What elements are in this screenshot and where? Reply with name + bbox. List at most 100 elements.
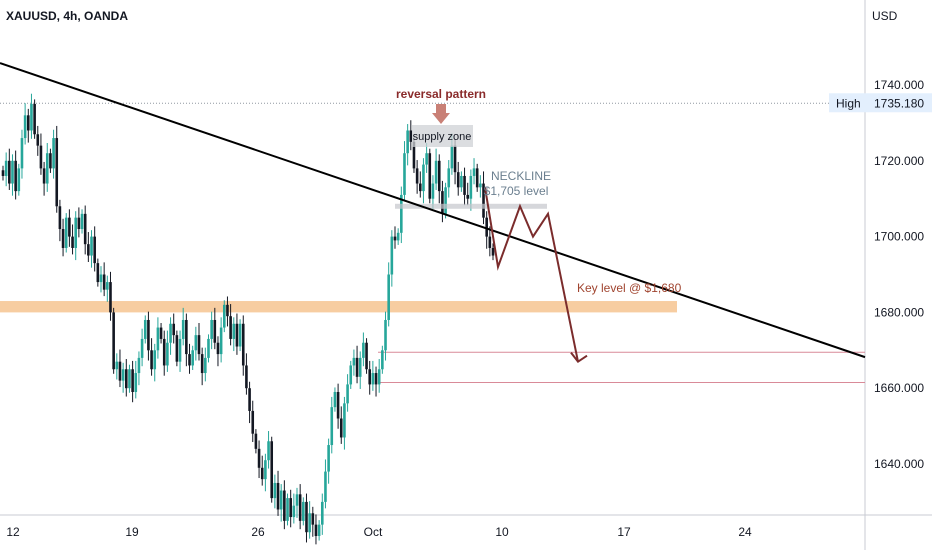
high-badge	[829, 93, 932, 113]
price-tick-label: 1740.000	[874, 78, 924, 92]
candle-body	[150, 350, 153, 370]
candle-body	[4, 160, 8, 176]
candle-body	[222, 304, 226, 328]
candle-body	[346, 384, 349, 404]
price-tick-label: 1640.000	[874, 457, 924, 471]
candle-body	[387, 274, 390, 320]
candle-body	[106, 282, 109, 290]
candle-body	[305, 501, 308, 533]
time-tick-label: Oct	[364, 525, 383, 539]
candle-body	[349, 365, 353, 385]
candle-body	[441, 191, 444, 214]
supply-zone-label: supply zone	[413, 131, 472, 143]
candle-body	[188, 354, 191, 366]
time-tick-label: 26	[251, 525, 265, 539]
key-level-zone[interactable]	[0, 301, 677, 313]
candle-body	[456, 172, 460, 188]
candle-body	[415, 168, 419, 184]
candle-body	[479, 183, 482, 188]
candle-body	[444, 187, 447, 214]
candle-body	[169, 323, 172, 343]
candle-body	[99, 274, 103, 283]
candle-body	[147, 319, 150, 351]
candle-body	[80, 213, 84, 230]
candle-body	[412, 141, 416, 169]
candle-body	[273, 482, 277, 499]
candle-body	[371, 373, 375, 385]
candle-body	[343, 403, 346, 438]
candle-body	[409, 130, 413, 142]
candle-body	[11, 160, 14, 184]
candle-body	[267, 441, 270, 461]
candle-body	[422, 164, 425, 192]
time-axis-ticks: 12 19 26 Oct 10 17 24	[6, 525, 752, 539]
candle-body	[257, 448, 261, 468]
supply-zone-box[interactable]	[412, 125, 473, 147]
candle-body	[254, 433, 258, 449]
candle-body	[52, 138, 55, 169]
candle-body	[124, 369, 128, 389]
candle-body	[248, 388, 251, 411]
candle-body	[400, 194, 403, 233]
candle-body	[131, 369, 134, 392]
candle-body	[181, 319, 185, 339]
candle-body	[324, 471, 327, 502]
candle-body	[232, 323, 236, 339]
candle-body	[463, 175, 466, 195]
candle-body	[368, 369, 372, 385]
candle-body	[23, 115, 27, 139]
candle-body	[8, 160, 11, 184]
high-badge-label: High	[836, 96, 861, 110]
neckline-zone[interactable]	[395, 203, 547, 209]
candle-body	[71, 236, 74, 248]
candle-body	[121, 369, 125, 381]
candle-body	[289, 498, 292, 518]
price-tick-label: 1700.000	[874, 230, 924, 244]
candle-body	[156, 327, 160, 351]
candle-body	[33, 103, 36, 135]
candle-body	[466, 194, 470, 199]
candle-body	[172, 323, 176, 336]
reversal-arrow-icon	[432, 104, 450, 124]
candle-body	[140, 338, 144, 358]
candle-body	[109, 282, 112, 313]
candle-body	[49, 153, 52, 169]
candle-body	[377, 369, 381, 385]
candle-body	[393, 236, 397, 241]
candle-body	[194, 335, 198, 351]
candle-body	[128, 369, 131, 389]
candle-body	[358, 357, 362, 377]
candle-body	[219, 327, 223, 355]
projection-path[interactable]	[484, 187, 579, 362]
candle-body	[137, 357, 141, 374]
candle-body	[210, 319, 213, 339]
candle-body	[283, 490, 286, 521]
candle-body	[235, 323, 239, 347]
candle-body	[118, 361, 122, 381]
candle-body	[185, 319, 188, 355]
candle-body	[90, 236, 93, 256]
candle-body	[17, 168, 21, 192]
candle-body	[475, 168, 479, 188]
candle-body	[1, 170, 5, 176]
candle-body	[226, 304, 229, 317]
candle-body	[406, 130, 409, 154]
candle-body	[216, 342, 220, 355]
candle-body	[64, 217, 68, 248]
candle-body	[482, 183, 485, 218]
candle-body	[418, 183, 422, 192]
descending-trendline[interactable]	[0, 62, 866, 359]
plot-area[interactable]	[0, 0, 865, 515]
candle-body	[264, 460, 267, 480]
candle-body	[175, 335, 179, 362]
symbol-title: XAUUSD, 4h, OANDA	[6, 9, 128, 23]
projection-arrowhead	[570, 352, 588, 364]
candle-body	[491, 247, 495, 256]
candle-body	[279, 490, 283, 510]
candle-body	[302, 501, 305, 521]
time-tick-label: 19	[125, 525, 139, 539]
price-tick-label: 1660.000	[874, 381, 924, 395]
candle-body	[447, 168, 451, 188]
candle-body	[87, 244, 90, 256]
